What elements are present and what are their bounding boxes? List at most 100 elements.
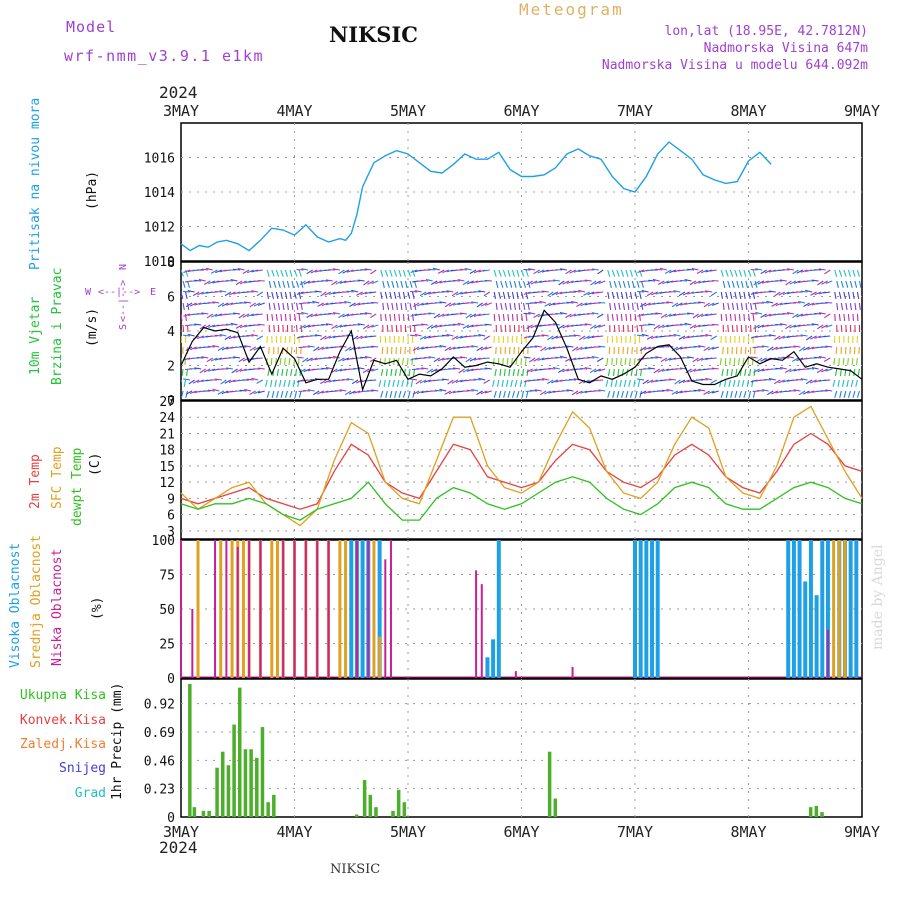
wind-arrow: [457, 279, 465, 282]
wind-arrow: [268, 346, 270, 355]
wind-arrow: [413, 302, 417, 310]
wind-arrow: [484, 302, 492, 306]
wind-arrow: [734, 390, 738, 398]
wind-arrow: [409, 280, 413, 288]
wind-arrow: [181, 368, 184, 377]
wind-arrow: [233, 268, 241, 271]
wind-arrow: [430, 280, 438, 285]
wind-arrow: [437, 269, 445, 274]
wind-arrow: [473, 334, 481, 337]
wind-arrow: [680, 302, 688, 306]
wind-arrow: [219, 333, 227, 337]
wind-arrow: [843, 313, 846, 322]
wind-arrow: [433, 357, 441, 363]
wind-arrow: [225, 279, 233, 282]
wind-arrow: [786, 312, 795, 315]
wind-arrow: [476, 390, 483, 395]
wind-arrow: [522, 368, 525, 377]
cloud-bar-srednja: [372, 540, 376, 678]
wind-arrow: [498, 269, 502, 277]
wind-arrow: [733, 357, 736, 366]
wind-arrow: [678, 335, 686, 340]
wind-arrow: [214, 378, 222, 381]
wind-arrow: [843, 269, 847, 277]
temp-tick-label: 24: [159, 411, 175, 426]
wind-arrow: [410, 379, 414, 387]
wind-arrow: [566, 301, 574, 304]
wind-arrow: [409, 324, 412, 333]
wind-arrow: [444, 390, 452, 395]
wind-arrow: [779, 323, 787, 326]
wind-arrow: [814, 379, 822, 383]
wind-arrow: [356, 291, 363, 296]
wind-arrow: [768, 378, 776, 381]
wind-arrow: [356, 379, 363, 384]
wind-arrow: [332, 355, 341, 359]
wind-arrow: [214, 334, 222, 337]
wind-arrow: [571, 346, 579, 352]
wind-arrow: [823, 335, 831, 338]
wind-arrow: [277, 280, 281, 288]
wind-arrow: [583, 291, 590, 296]
wind-arrow: [796, 269, 804, 274]
wind-arrow: [187, 290, 195, 293]
wind-arrow: [306, 269, 313, 275]
cloud-bar-srednja: [837, 540, 841, 678]
wind-arrow: [534, 301, 542, 304]
wind-arrow: [255, 269, 263, 272]
wind-arrow: [534, 345, 542, 348]
wind-arrow: [380, 291, 383, 299]
wind-arrow: [235, 324, 243, 329]
wind-arrow: [507, 313, 510, 322]
wind-arrow: [707, 346, 715, 351]
wind-arrow: [476, 302, 483, 308]
wind-arrow: [448, 346, 456, 351]
wind-arrow: [678, 379, 686, 384]
wind-arrow: [687, 268, 695, 271]
wind-arrow: [215, 269, 223, 274]
wind-arrow: [495, 346, 497, 355]
wind-arrow: [526, 368, 533, 373]
wind-arrow: [509, 280, 513, 288]
wind-arrow: [596, 357, 604, 362]
wind-arrow: [442, 269, 450, 274]
wind-arrow: [279, 357, 282, 366]
wind-arrow: [729, 357, 731, 366]
wind-arrow: [825, 389, 833, 392]
wind-arrow: [357, 302, 365, 306]
wind-arrow: [764, 357, 772, 362]
wind-arrow: [201, 356, 209, 359]
wind-arrow: [282, 280, 286, 288]
wind-arrow: [389, 313, 392, 322]
wind-arrow: [244, 301, 252, 304]
wind-arrow: [292, 379, 296, 387]
wind-arrow: [771, 346, 778, 351]
wind-tick-label: 6: [167, 291, 175, 306]
cloud-bar-niska: [514, 671, 517, 678]
cloud-bar-niska: [367, 540, 370, 678]
wind-arrow: [807, 346, 815, 351]
wind-arrow: [625, 269, 629, 277]
wind-arrow: [756, 357, 763, 363]
wind-arrow: [384, 269, 389, 277]
wind-arrow: [754, 280, 758, 288]
wind-arrow: [201, 312, 209, 315]
wind-arrow: [523, 356, 531, 359]
wind-arrow: [296, 379, 304, 383]
cloud-bar-visoka: [803, 581, 808, 678]
wind-arrow: [800, 290, 808, 293]
wind-arrow: [724, 379, 727, 387]
wind-arrow: [768, 313, 776, 317]
wind-arrow: [312, 300, 320, 304]
wind-arrow: [511, 269, 515, 277]
wind-arrow: [434, 389, 442, 392]
wind-arrow: [764, 313, 772, 318]
wind-arrow: [197, 335, 204, 340]
wind-arrow: [700, 269, 708, 274]
wind-arrow: [415, 379, 422, 385]
wind-arrow: [510, 379, 513, 387]
wind-arrow: [432, 267, 440, 271]
wind-arrow: [363, 280, 370, 286]
wind-arrow: [339, 301, 347, 304]
wind-arrow: [710, 335, 718, 341]
